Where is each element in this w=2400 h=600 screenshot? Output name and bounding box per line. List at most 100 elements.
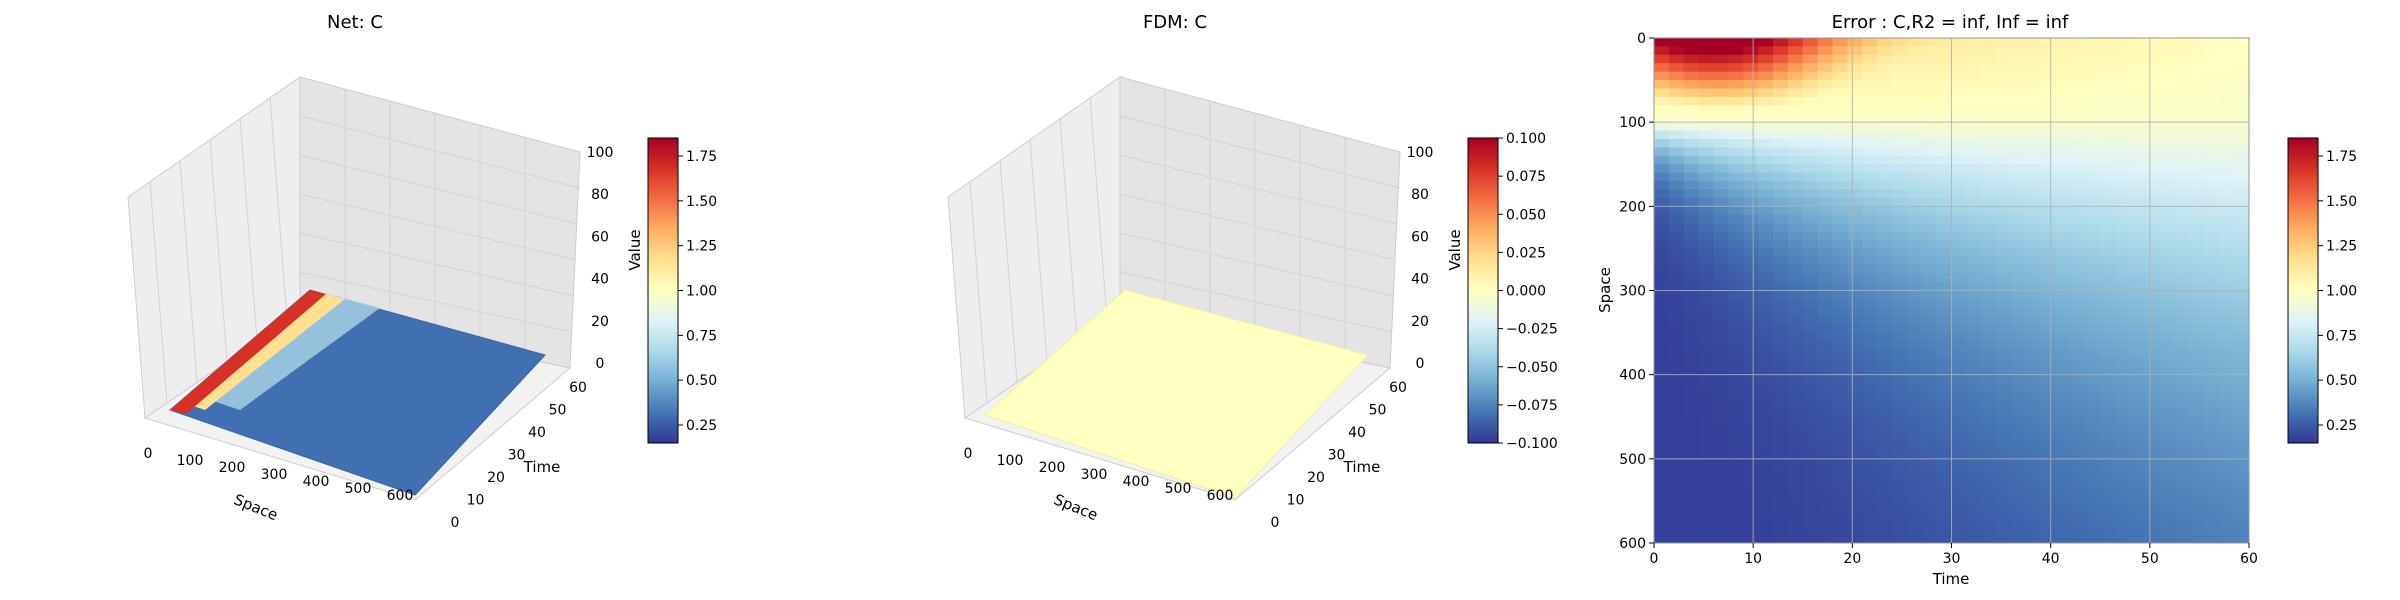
time-tick-label: 40 bbox=[1348, 425, 1366, 441]
heatmap-cell bbox=[1787, 450, 1804, 460]
heatmap-cell bbox=[1936, 147, 1953, 157]
heatmap-cell bbox=[2100, 206, 2116, 216]
space-tick-label: 400 bbox=[303, 474, 330, 490]
heatmap-cell bbox=[2159, 231, 2176, 241]
heatmap-cell bbox=[1713, 113, 1729, 123]
heatmap-cell bbox=[2055, 96, 2072, 106]
colorbar-tick-label: 0.075 bbox=[1506, 169, 1546, 185]
heatmap-cell bbox=[1966, 307, 1982, 317]
heatmap-cell bbox=[1906, 240, 1923, 250]
heatmap-cell bbox=[2159, 450, 2176, 460]
heatmap-cell bbox=[1936, 315, 1953, 325]
heatmap-cell bbox=[2085, 206, 2101, 216]
heatmap-cell bbox=[1951, 273, 1967, 283]
heatmap-cell bbox=[1654, 63, 1670, 73]
heatmap-cell bbox=[1892, 383, 1908, 393]
heatmap-cell bbox=[1743, 38, 1759, 48]
heatmap-cell bbox=[1698, 383, 1715, 393]
heatmap-cell bbox=[2219, 458, 2235, 468]
heatmap-cell bbox=[1936, 526, 1953, 536]
heatmap-cell bbox=[1758, 341, 1774, 351]
heatmap-cell bbox=[1817, 113, 1834, 123]
heatmap-cell bbox=[1668, 273, 1685, 283]
heatmap-cell bbox=[2085, 450, 2101, 460]
heatmap-cell bbox=[2100, 240, 2116, 250]
heatmap-cell bbox=[1728, 214, 1744, 224]
heatmap-cell bbox=[1802, 197, 1819, 207]
heatmap-cell bbox=[1862, 416, 1878, 426]
heatmap-cell bbox=[1921, 189, 1938, 199]
heatmap-cell bbox=[1683, 265, 1700, 275]
heatmap-cell bbox=[1877, 96, 1893, 106]
heatmap-cell bbox=[1802, 298, 1819, 308]
heatmap-cell bbox=[1847, 46, 1863, 56]
heatmap-cell bbox=[2055, 256, 2072, 266]
heatmap-cell bbox=[1817, 38, 1834, 48]
heatmap-cell bbox=[2204, 307, 2220, 317]
heatmap-cell bbox=[1921, 298, 1938, 308]
heatmap-cell bbox=[2204, 509, 2220, 519]
heatmap-cell bbox=[1892, 38, 1908, 48]
heatmap-cell bbox=[1654, 509, 1670, 519]
heatmap-cell bbox=[2070, 484, 2086, 494]
heatmap-cell bbox=[2130, 517, 2146, 527]
heatmap-cell bbox=[1966, 248, 1982, 258]
heatmap-cell bbox=[2204, 517, 2220, 527]
heatmap-cell bbox=[1683, 399, 1700, 409]
heatmap-cell bbox=[2085, 96, 2101, 106]
heatmap-cell bbox=[2130, 399, 2146, 409]
heatmap-cell bbox=[1743, 425, 1759, 435]
heatmap-cell bbox=[2219, 63, 2235, 73]
heatmap-cell bbox=[1906, 273, 1923, 283]
heatmap-cell bbox=[2070, 240, 2086, 250]
heatmap-cell bbox=[2055, 357, 2072, 367]
heatmap-cell bbox=[1668, 206, 1685, 216]
heatmap-cell bbox=[1996, 122, 2012, 132]
heatmap-cell bbox=[1921, 408, 1938, 418]
heatmap-cell bbox=[2040, 484, 2057, 494]
heatmap-cell bbox=[1654, 399, 1670, 409]
heatmap-cell bbox=[1906, 416, 1923, 426]
heatmap-cell bbox=[1683, 509, 1700, 519]
heatmap-cell bbox=[1996, 450, 2012, 460]
heatmap-cell bbox=[1817, 492, 1834, 502]
heatmap-cell bbox=[1862, 408, 1878, 418]
heatmap-cell bbox=[2234, 54, 2249, 64]
heatmap-cell bbox=[2159, 105, 2176, 115]
heatmap-cell bbox=[2025, 341, 2042, 351]
heatmap-cell bbox=[2189, 223, 2205, 233]
heatmap-cell bbox=[2025, 214, 2042, 224]
heatmap-cell bbox=[2025, 391, 2042, 401]
heatmap-cell bbox=[1981, 223, 1997, 233]
heatmap-cell bbox=[2204, 105, 2220, 115]
error-title: Error : C,R2 = inf, Inf = inf bbox=[1832, 12, 2069, 33]
x-tick-label: 0 bbox=[1650, 551, 1659, 567]
heatmap-cell bbox=[1892, 290, 1908, 300]
heatmap-cell bbox=[1698, 240, 1715, 250]
heatmap-cell bbox=[1862, 290, 1878, 300]
heatmap-cell bbox=[2130, 214, 2146, 224]
heatmap-cell bbox=[2085, 357, 2101, 367]
heatmap-cell bbox=[1877, 273, 1893, 283]
heatmap-cell bbox=[2174, 442, 2191, 452]
heatmap-cell bbox=[1966, 509, 1982, 519]
heatmap-cell bbox=[1966, 534, 1982, 543]
heatmap-cell bbox=[2085, 374, 2101, 384]
heatmap-cell bbox=[1996, 282, 2012, 292]
heatmap-cell bbox=[2189, 282, 2205, 292]
heatmap-cell bbox=[1966, 526, 1982, 536]
heatmap-cell bbox=[1892, 214, 1908, 224]
heatmap-cell bbox=[1981, 509, 1997, 519]
heatmap-cell bbox=[1743, 391, 1759, 401]
heatmap-cell bbox=[1921, 391, 1938, 401]
heatmap-cell bbox=[2144, 122, 2161, 132]
heatmap-cell bbox=[1743, 307, 1759, 317]
heatmap-cell bbox=[1921, 181, 1938, 191]
heatmap-cell bbox=[1728, 265, 1744, 275]
heatmap-cell bbox=[1936, 433, 1953, 443]
heatmap-cell bbox=[1773, 500, 1789, 510]
heatmap-cell bbox=[1906, 467, 1923, 477]
heatmap-cell bbox=[1654, 105, 1670, 115]
heatmap-cell bbox=[1728, 122, 1744, 132]
heatmap-cell bbox=[2174, 450, 2191, 460]
